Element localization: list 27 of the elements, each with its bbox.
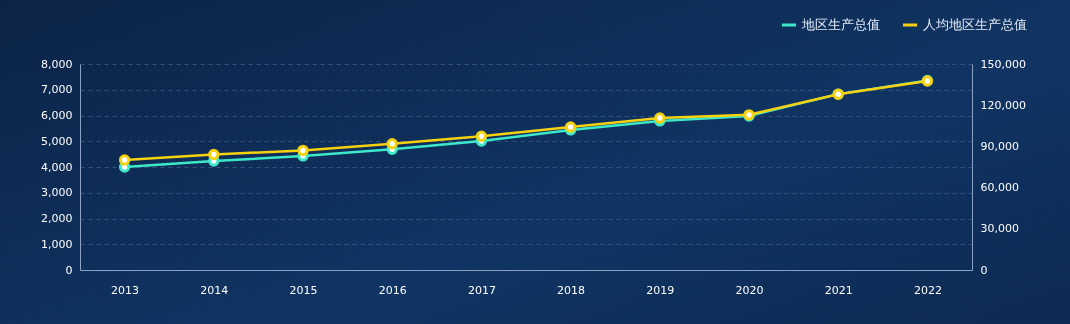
y2-tick-label: 30,000 bbox=[980, 222, 1019, 236]
legend-label: 人均地区生产总值 bbox=[923, 17, 1027, 32]
y-tick-label: 4,000 bbox=[41, 160, 73, 174]
x-tick-label: 2016 bbox=[378, 283, 407, 297]
y-tick-label: 1,000 bbox=[41, 237, 73, 251]
x-tick-label: 2018 bbox=[557, 283, 586, 297]
y-tick-label: 0 bbox=[65, 263, 73, 277]
x-tick-label: 2019 bbox=[646, 283, 675, 297]
y-tick-label: 8,000 bbox=[41, 57, 73, 71]
y2-tick-label: 120,000 bbox=[980, 98, 1026, 112]
x-tick-label: 2013 bbox=[111, 283, 140, 297]
legend-label: 地区生产总值 bbox=[801, 17, 880, 32]
y2-tick-label: 150,000 bbox=[980, 57, 1026, 71]
y-tick-label: 6,000 bbox=[41, 109, 73, 122]
x-tick-label: 2015 bbox=[289, 283, 318, 297]
x-tick-label: 2021 bbox=[824, 283, 853, 297]
y-tick-label: 3,000 bbox=[41, 186, 73, 200]
x-tick-label: 2022 bbox=[913, 283, 942, 297]
y-tick-label: 5,000 bbox=[41, 134, 73, 148]
y-tick-label: 7,000 bbox=[41, 83, 73, 97]
x-tick-label: 2014 bbox=[200, 283, 229, 297]
x-tick-label: 2020 bbox=[735, 283, 764, 297]
y2-tick-label: 0 bbox=[980, 263, 988, 277]
x-tick-label: 2017 bbox=[467, 283, 496, 297]
y2-tick-label: 60,000 bbox=[980, 181, 1019, 195]
y-tick-label: 2,000 bbox=[41, 212, 73, 225]
y2-tick-label: 90,000 bbox=[980, 139, 1019, 153]
